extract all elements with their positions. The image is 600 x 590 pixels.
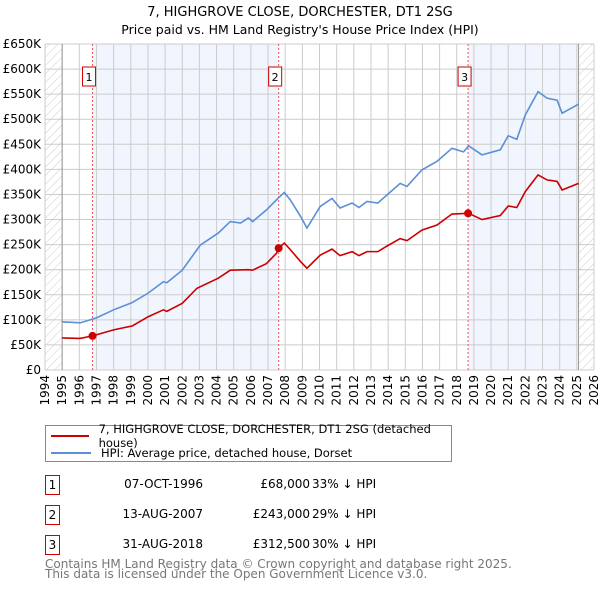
sale-marker-label: 3	[461, 71, 468, 84]
x-tick-label: 2025	[570, 375, 584, 406]
x-tick-label: 2023	[536, 375, 550, 406]
sale-marker-label: 1	[86, 71, 93, 84]
x-tick-label: 2013	[364, 375, 378, 406]
x-tick-label: 2007	[261, 375, 275, 406]
sale-point	[274, 244, 283, 253]
x-tick-label: 2010	[313, 375, 327, 406]
hpi-line	[62, 90, 579, 324]
x-tick-label: 1995	[55, 375, 69, 406]
y-tick-label: £400K	[3, 162, 43, 176]
shaded-band	[92, 44, 279, 370]
legend-label-hpi: HPI: Average price, detached house, Dors…	[101, 446, 353, 460]
x-tick-label: 1998	[107, 375, 121, 406]
legend-item-hpi: HPI: Average price, detached house, Dors…	[51, 445, 352, 461]
legend: 7, HIGHGROVE CLOSE, DORCHESTER, DT1 2SG …	[45, 422, 452, 462]
y-tick-label: £100K	[3, 313, 43, 327]
shaded-band	[468, 44, 579, 370]
hpi-diff: 33% ↓ HPI	[312, 477, 377, 491]
x-tick-label: 2000	[141, 375, 155, 406]
sale-date: 31-AUG-2018	[122, 537, 204, 551]
y-tick-label: £650K	[3, 37, 43, 51]
sale-point	[464, 209, 473, 218]
property-price-line	[62, 173, 579, 340]
sale-marker-box	[82, 66, 97, 87]
x-tick-label: 2021	[501, 375, 515, 406]
y-tick-label: £0	[26, 363, 41, 377]
sale-point	[88, 331, 97, 340]
x-tick-label: 2022	[518, 375, 532, 406]
hpi-diff: 30% ↓ HPI	[312, 537, 377, 551]
y-tick-label: £150K	[3, 288, 43, 302]
x-tick-label: 2015	[398, 375, 412, 406]
transaction-row: 1 07-OCT-1996 £68,000 33% ↓ HPI	[45, 475, 465, 495]
x-tick-label: 2005	[227, 375, 241, 406]
legend-label-property: 7, HIGHGROVE CLOSE, DORCHESTER, DT1 2SG …	[98, 422, 431, 450]
sale-price: £243,000	[252, 507, 310, 521]
legend-item-property: 7, HIGHGROVE CLOSE, DORCHESTER, DT1 2SG …	[51, 422, 451, 450]
x-tick-label: 2019	[467, 375, 481, 406]
footer-copyright: Contains HM Land Registry data © Crown c…	[45, 557, 512, 571]
x-tick-label: 2020	[484, 375, 498, 406]
y-tick-label: £500K	[3, 112, 43, 126]
x-tick-label: 2016	[415, 375, 429, 406]
x-tick-label: 2017	[433, 375, 447, 406]
y-tick-label: £50K	[10, 338, 42, 352]
sale-price: £312,500	[252, 537, 310, 551]
sale-marker-label: 2	[272, 71, 279, 84]
marker-badge: 3	[45, 535, 60, 555]
footer: Contains HM Land Registry data © Crown c…	[45, 557, 512, 581]
sale-marker-box	[268, 66, 283, 87]
x-tick-label: 1994	[38, 375, 52, 406]
price-chart: 7, HIGHGROVE CLOSE, DORCHESTER, DT1 2SG …	[3, 5, 600, 406]
x-tick-label: 1997	[89, 375, 103, 406]
y-tick-label: £550K	[3, 87, 43, 101]
x-tick-label: 2026	[587, 375, 600, 406]
x-tick-label: 1996	[72, 375, 86, 406]
y-tick-label: £350K	[3, 187, 43, 201]
x-tick-label: 2008	[278, 375, 292, 406]
x-tick-label: 2004	[210, 375, 224, 406]
x-tick-label: 2018	[450, 375, 464, 406]
x-tick-label: 2002	[175, 375, 189, 406]
sale-date: 07-OCT-1996	[124, 477, 203, 491]
legend-swatch-blue	[51, 452, 91, 454]
x-tick-label: 2001	[158, 375, 172, 406]
y-tick-label: £250K	[3, 238, 43, 252]
x-tick-label: 1999	[124, 375, 138, 406]
transaction-row: 2 13-AUG-2007 £243,000 29% ↓ HPI	[45, 505, 465, 525]
x-tick-label: 2011	[330, 375, 344, 406]
y-tick-label: £300K	[3, 213, 43, 227]
marker-badge: 2	[45, 505, 60, 525]
hpi-diff: 29% ↓ HPI	[312, 507, 377, 521]
footer-licence: This data is licensed under the Open Gov…	[45, 567, 428, 581]
y-tick-label: £200K	[3, 263, 43, 277]
y-tick-label: £450K	[3, 137, 43, 151]
y-tick-label: £600K	[3, 62, 43, 76]
sale-price: £68,000	[260, 477, 310, 491]
x-tick-label: 2024	[553, 375, 567, 406]
legend-swatch-red	[51, 435, 89, 437]
x-tick-label: 2014	[381, 375, 395, 406]
x-tick-label: 2006	[244, 375, 258, 406]
sale-date: 13-AUG-2007	[122, 507, 204, 521]
chart-subtitle: Price paid vs. HM Land Registry's House …	[121, 22, 478, 37]
marker-badge: 1	[45, 475, 60, 495]
x-tick-label: 2009	[295, 375, 309, 406]
x-tick-label: 2003	[192, 375, 206, 406]
sale-marker-box	[457, 66, 472, 87]
transaction-row: 3 31-AUG-2018 £312,500 30% ↓ HPI	[45, 535, 465, 555]
hatched-no-data	[45, 44, 63, 370]
x-tick-label: 2012	[347, 375, 361, 406]
chart-title: 7, HIGHGROVE CLOSE, DORCHESTER, DT1 2SG	[147, 5, 453, 20]
hatched-no-data	[578, 44, 594, 370]
